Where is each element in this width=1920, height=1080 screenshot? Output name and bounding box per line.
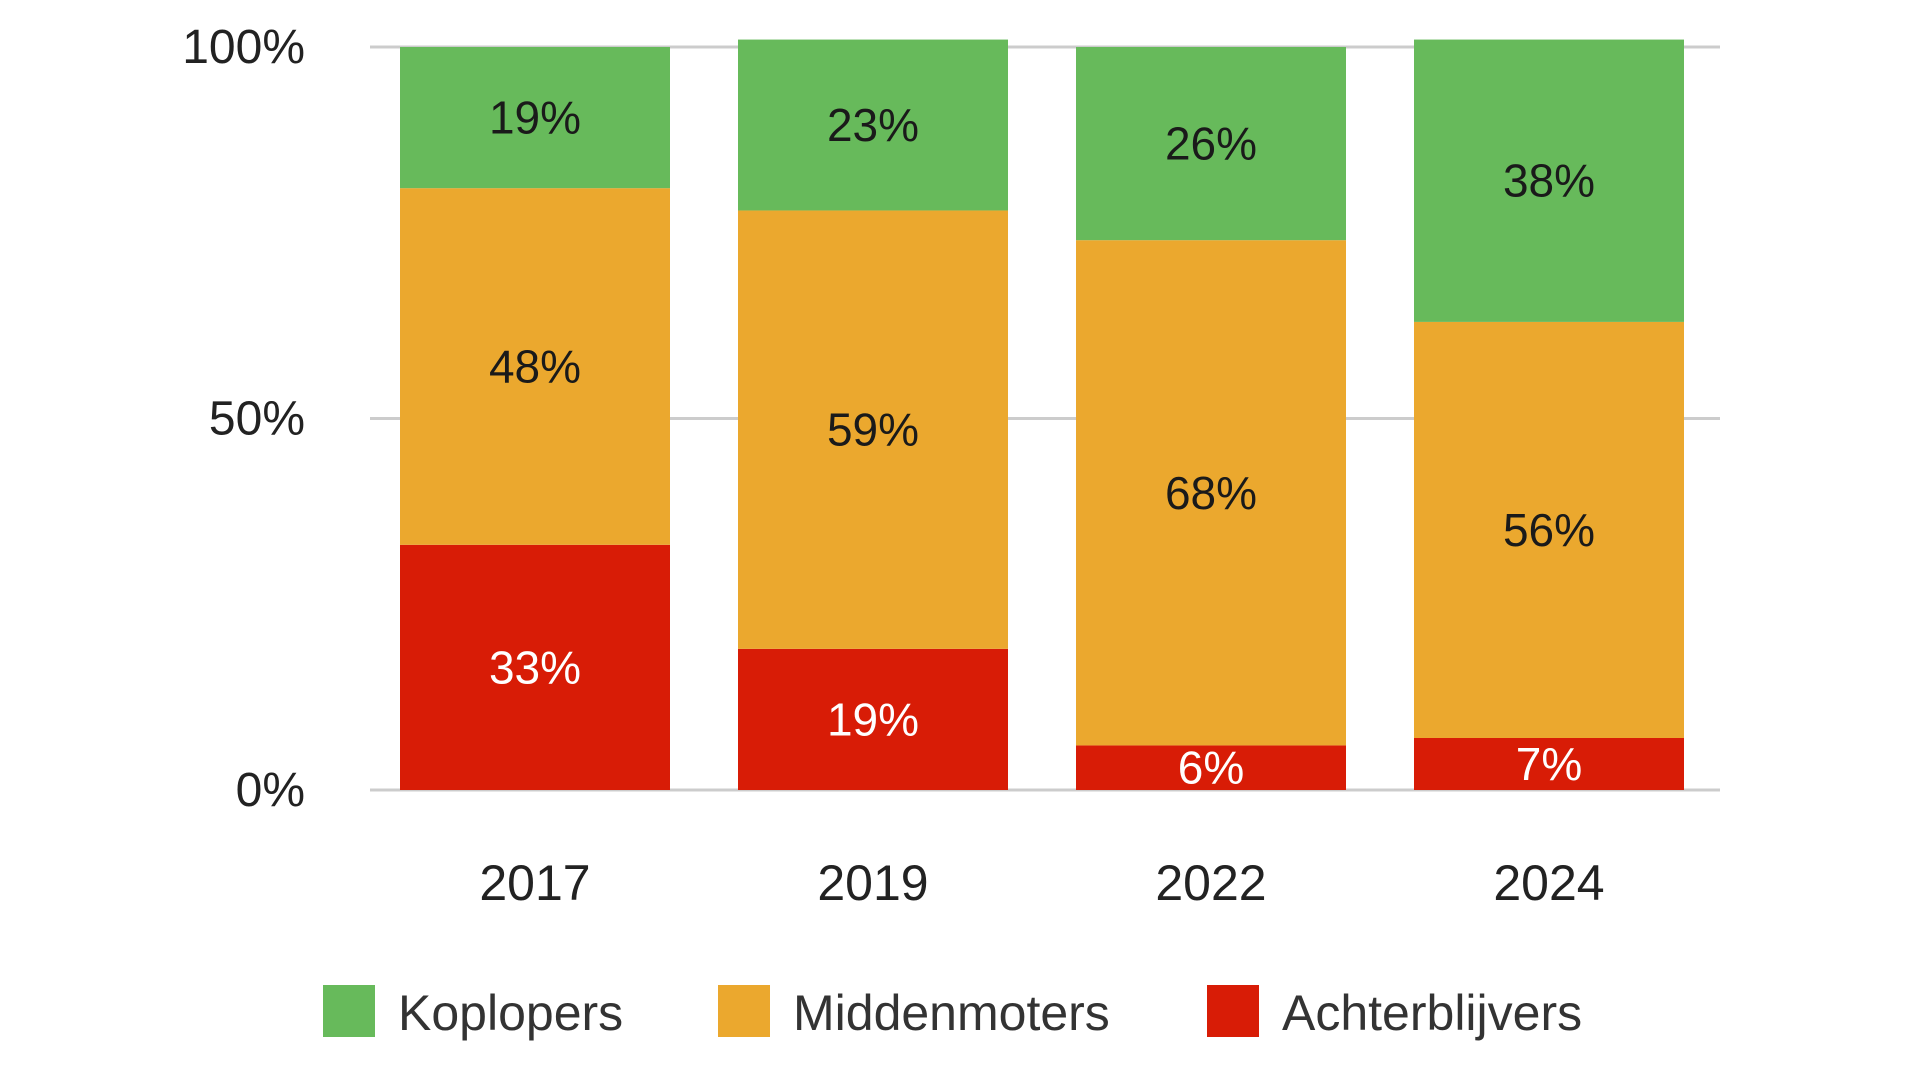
bar-segment-koplopers-2022	[1076, 47, 1346, 241]
legend-label-achterblijvers: Achterblijvers	[1282, 985, 1582, 1041]
y-tick-label-100: 100%	[182, 21, 305, 74]
legend-swatch-achterblijvers	[1207, 985, 1259, 1037]
bar-segment-koplopers-2019	[738, 39, 1008, 211]
x-tick-label-2022: 2022	[1155, 855, 1266, 911]
y-tick-label-50: 50%	[209, 393, 305, 446]
data-label-middenmoters-2024: 56%	[1503, 504, 1595, 556]
data-label-koplopers-2024: 38%	[1503, 155, 1595, 207]
data-label-koplopers-2019: 23%	[827, 99, 919, 151]
bar-segment-middenmoters-2017	[400, 188, 670, 545]
legend-label-koplopers: Koplopers	[398, 985, 623, 1041]
bar-segment-achterblijvers-2024	[1414, 737, 1684, 790]
bar-segment-middenmoters-2019	[738, 210, 1008, 649]
legend-swatch-middenmoters	[718, 985, 770, 1037]
data-label-middenmoters-2022: 68%	[1165, 467, 1257, 519]
x-tick-label-2024: 2024	[1493, 855, 1604, 911]
bars: 33% 48% 19% 19% 59% 23% 6% 68% 26% 7% 56% 38%	[400, 39, 1684, 794]
bar-segment-achterblijvers-2017	[400, 544, 670, 790]
data-label-middenmoters-2017: 48%	[489, 340, 581, 392]
x-axis: 2017 2019 2022 2024	[479, 855, 1604, 911]
data-label-middenmoters-2019: 59%	[827, 404, 919, 456]
x-tick-label-2019: 2019	[817, 855, 928, 911]
bar-segment-achterblijvers-2019	[738, 648, 1008, 790]
data-label-achterblijvers-2022: 6%	[1178, 742, 1244, 794]
data-label-achterblijvers-2024: 7%	[1516, 738, 1582, 790]
y-axis: 0% 50% 100%	[182, 21, 305, 817]
bar-segment-middenmoters-2022	[1076, 240, 1346, 746]
legend-label-middenmoters: Middenmoters	[793, 985, 1110, 1041]
data-label-koplopers-2017: 19%	[489, 92, 581, 144]
legend-swatch-koplopers	[323, 985, 375, 1037]
data-label-achterblijvers-2017: 33%	[489, 641, 581, 693]
x-tick-label-2017: 2017	[479, 855, 590, 911]
bar-segment-koplopers-2017	[400, 47, 670, 189]
bar-segment-achterblijvers-2022	[1076, 745, 1346, 790]
data-label-koplopers-2022: 26%	[1165, 118, 1257, 170]
legend: Koplopers Middenmoters Achterblijvers	[323, 985, 1582, 1041]
y-tick-label-0: 0%	[236, 764, 305, 817]
bar-segment-koplopers-2024	[1414, 39, 1684, 322]
bar-segment-middenmoters-2024	[1414, 321, 1684, 738]
data-label-achterblijvers-2019: 19%	[827, 693, 919, 745]
